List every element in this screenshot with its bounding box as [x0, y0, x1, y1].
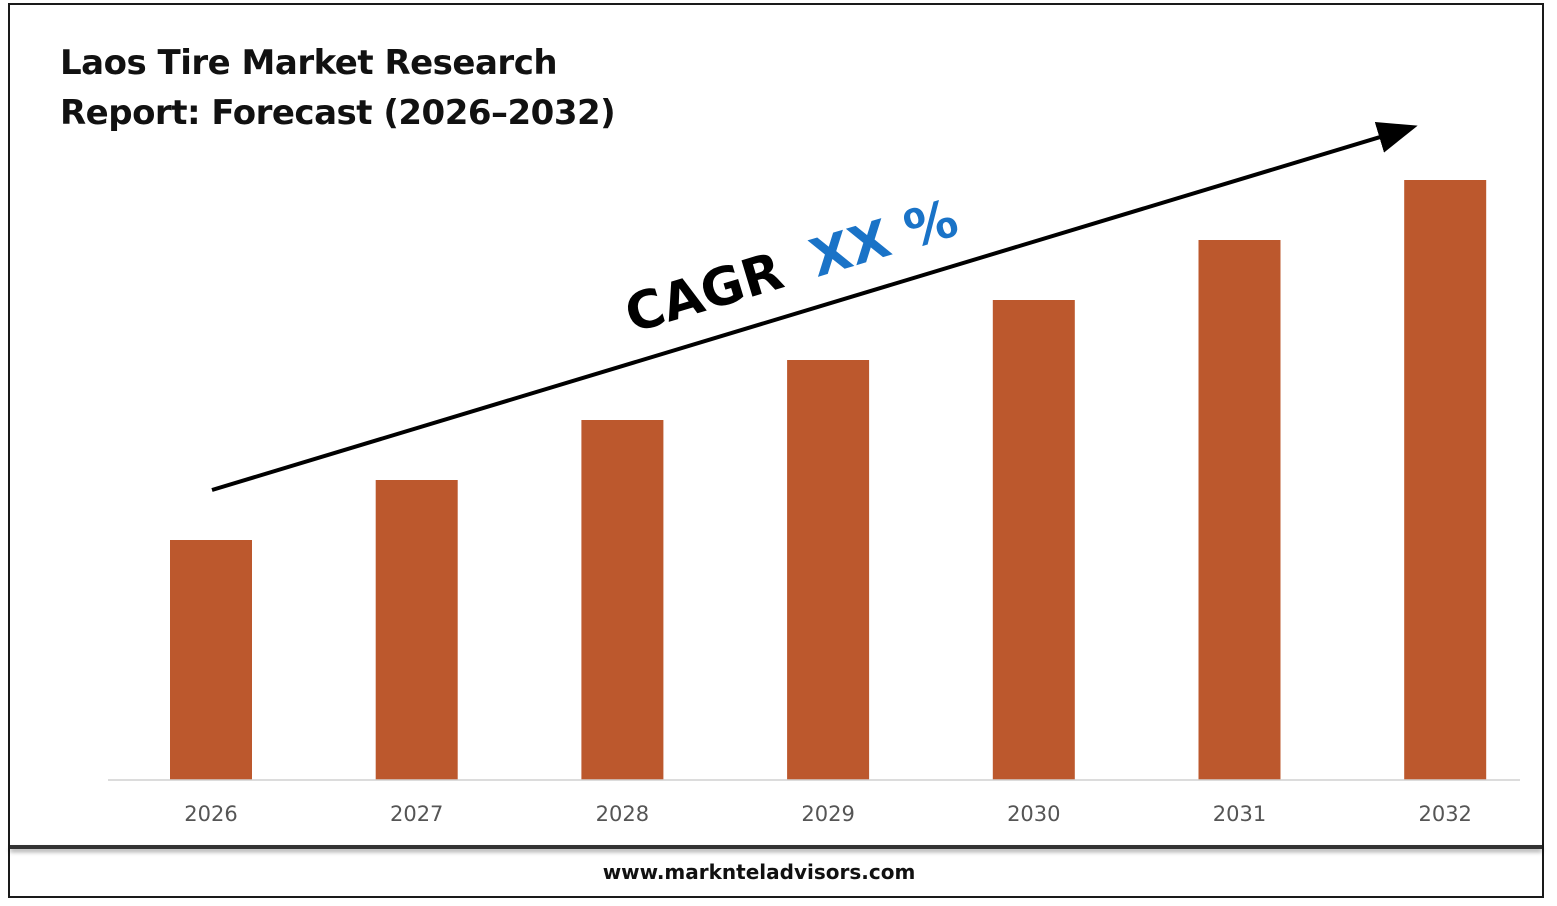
- bar-2030: [992, 300, 1075, 780]
- cagr-value: XX %: [803, 189, 964, 290]
- chart-title-line-1: Laos Tire Market Research: [60, 43, 558, 83]
- chart-title-line-2: Report: Forecast (2026–2032): [60, 93, 616, 133]
- bar-2029: [787, 360, 870, 780]
- cagr-label: CAGR: [618, 241, 790, 345]
- bar-2026: [170, 540, 252, 780]
- bar-2031: [1198, 240, 1281, 780]
- bar-2027: [375, 480, 458, 780]
- x-tick-label-2030: 2030: [1007, 802, 1060, 826]
- bars-layer: [170, 180, 1487, 780]
- footer-divider: [10, 845, 1542, 849]
- x-tick-label-2027: 2027: [390, 802, 443, 826]
- x-tick-label-2029: 2029: [801, 802, 854, 826]
- x-tick-label-2031: 2031: [1213, 802, 1266, 826]
- chart-title: Laos Tire Market Research Report: Foreca…: [60, 38, 616, 138]
- trend-arrow: [211, 121, 1418, 492]
- chart-frame: [8, 3, 1544, 898]
- bar-2028: [581, 420, 664, 780]
- footer-website: www.marknteladvisors.com: [602, 860, 916, 884]
- x-tick-label-2028: 2028: [596, 802, 649, 826]
- x-tick-label-2026: 2026: [184, 802, 237, 826]
- bar-2032: [1404, 180, 1487, 780]
- x-tick-labels: 2026 2027 2028 2029 2030 2031 2032: [184, 802, 1472, 826]
- cagr-annotation: CAGR XX %: [618, 189, 964, 346]
- x-tick-label-2032: 2032: [1418, 802, 1471, 826]
